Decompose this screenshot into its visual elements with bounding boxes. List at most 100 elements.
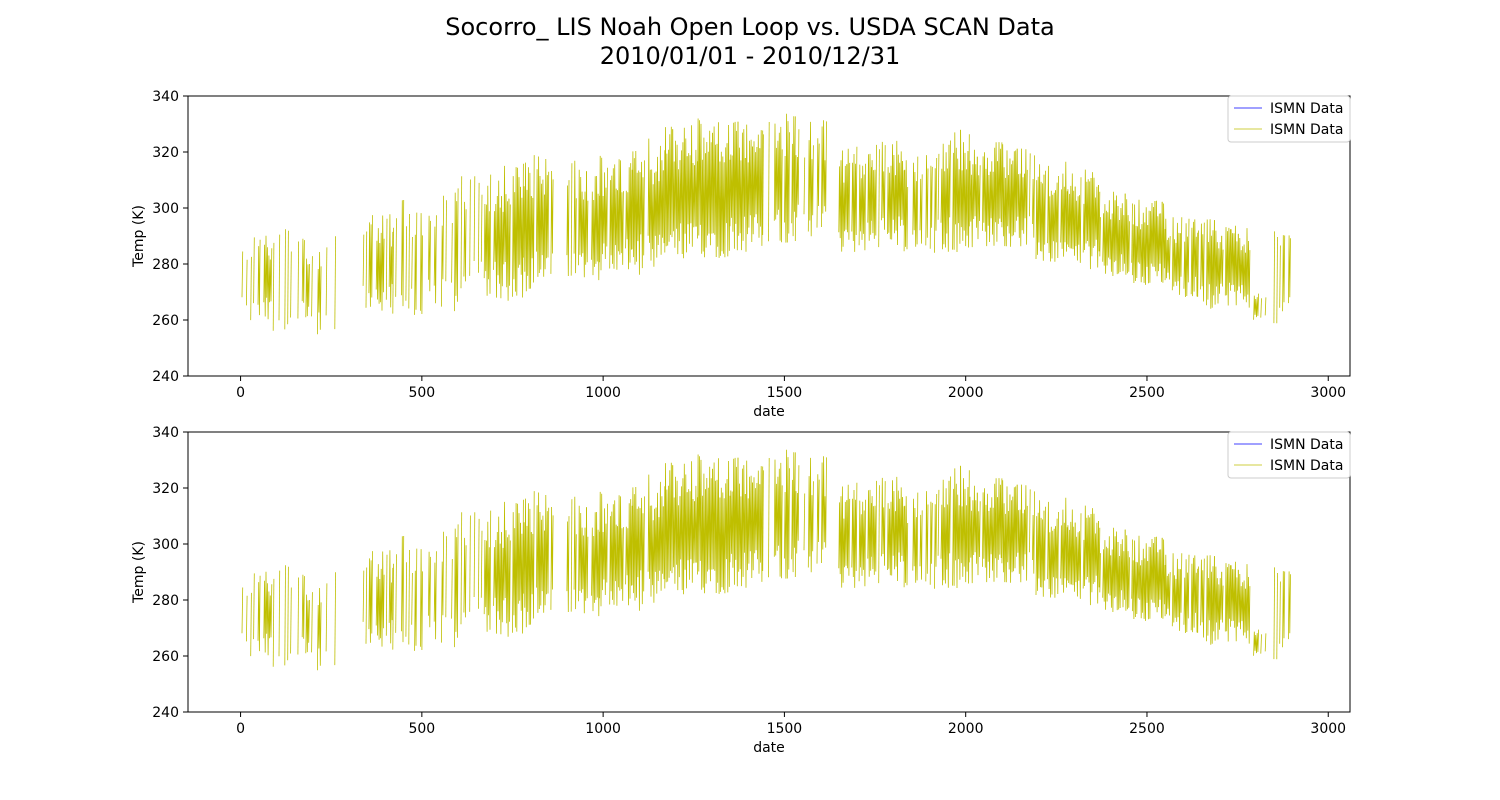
observed-series-segment (694, 149, 698, 227)
observed-series-segment (241, 587, 244, 634)
observed-series-segment (478, 182, 480, 273)
observed-series-segment (263, 571, 273, 656)
observed-series-segment (791, 116, 796, 237)
observed-series-segment (694, 485, 698, 563)
x-tick-label: 0 (236, 385, 245, 401)
observed-series-segment (325, 247, 328, 316)
observed-series-segment (408, 213, 410, 309)
observed-series-segment (705, 130, 713, 248)
observed-series-segment (1237, 233, 1246, 300)
y-tick-label: 260 (152, 313, 179, 329)
observed-series-segment (937, 153, 940, 220)
observed-series-segment (960, 465, 969, 583)
observed-series-segment (428, 215, 431, 292)
observed-series-segment (1288, 235, 1291, 304)
observed-series-segment (428, 551, 431, 628)
observed-series-segment (483, 510, 492, 632)
observed-series-segment (773, 459, 783, 579)
observed-series-segment (536, 156, 545, 277)
observed-series-segment (686, 461, 695, 583)
observed-series-segment (821, 120, 827, 228)
observed-series-segment (544, 494, 550, 606)
observed-series-segment (609, 500, 618, 606)
observed-series-segment (1131, 539, 1133, 599)
observed-series-segment (647, 474, 657, 603)
observed-series-segment (672, 129, 681, 255)
observed-series-segment (1099, 553, 1101, 593)
observed-series-segment (967, 470, 970, 584)
x-tick-label: 1000 (585, 385, 621, 401)
observed-series-segment (887, 480, 896, 576)
observed-series-segment (508, 198, 511, 286)
observed-series-segment (1047, 165, 1056, 262)
observed-series-segment (948, 140, 951, 218)
observed-series-segment (1066, 173, 1076, 256)
observed-series-segment (301, 238, 305, 303)
observed-series-segment (1214, 220, 1223, 305)
observed-series-segment (1253, 293, 1259, 320)
observed-series-segment (903, 496, 909, 588)
observed-series-segment (420, 549, 423, 651)
observed-series-segment (1183, 554, 1190, 634)
y-tick-label: 340 (152, 89, 179, 105)
observed-series-segment (508, 534, 511, 622)
observed-series-segment (1032, 491, 1035, 574)
observed-series-segment (1273, 231, 1275, 324)
x-tick-label: 2000 (948, 385, 984, 401)
observed-series-segment (664, 462, 674, 589)
observed-series-segment (1016, 484, 1025, 583)
observed-series-segment (586, 507, 589, 599)
observed-series-segment (647, 138, 657, 267)
subplot-top: 0 500 1000 1500 2000 2500 3000 240 260 280 300 320… (131, 89, 1351, 420)
observed-series-segment (878, 149, 880, 248)
subplot-bottom-frame (187, 431, 1351, 713)
x-tick-label: 500 (408, 721, 435, 737)
observed-series-segment (445, 200, 447, 282)
observed-series-segment (1171, 217, 1181, 295)
observed-series-segment (1221, 571, 1224, 623)
observed-series-segment (686, 125, 695, 247)
observed-series-segment (257, 239, 261, 316)
observed-series-segment (1279, 245, 1281, 308)
subplot-bottom-series (241, 449, 1291, 671)
subplot-bottom-ylabel: Temp (K) (131, 541, 147, 604)
observed-series-segment (385, 218, 388, 300)
observed-series-segment (794, 129, 800, 242)
observed-series-segment (1035, 500, 1045, 597)
observed-series-segment (697, 454, 706, 594)
observed-series-segment (639, 496, 645, 605)
observed-series-segment (1082, 169, 1092, 270)
observed-series-segment (803, 493, 806, 551)
observed-series-segment (368, 215, 373, 307)
observed-series-segment (1024, 149, 1028, 245)
observed-series-segment (1190, 219, 1199, 297)
observed-series-segment (1047, 501, 1056, 598)
observed-series-segment (919, 174, 923, 244)
observed-series-segment (726, 460, 731, 593)
x-tick-label: 3000 (1310, 721, 1346, 737)
y-tick-label: 300 (152, 201, 179, 217)
observed-series-segment (1024, 485, 1028, 581)
observed-series-segment (929, 501, 933, 585)
observed-series-segment (982, 152, 991, 247)
observed-series-segment (960, 129, 969, 247)
observed-series-segment (411, 572, 413, 625)
observed-series-segment (1260, 634, 1262, 654)
observed-series-segment (976, 156, 981, 240)
observed-series-segment (816, 138, 820, 228)
observed-series-segment (773, 123, 783, 243)
observed-series-segment (1074, 513, 1082, 599)
observed-series-segment (1098, 184, 1101, 252)
y-tick-label: 340 (152, 425, 179, 441)
observed-series-segment (1147, 200, 1156, 284)
observed-series-segment (912, 492, 919, 583)
chart-title-line2: 2010/01/01 - 2010/12/31 (600, 42, 901, 70)
observed-series-segment (493, 516, 502, 635)
observed-series-segment (520, 163, 524, 298)
observed-series-segment (816, 474, 820, 564)
observed-series-segment (544, 158, 550, 270)
observed-series-segment (408, 549, 410, 645)
observed-series-segment (599, 491, 608, 607)
observed-series-segment (578, 505, 587, 614)
observed-series-segment (803, 157, 806, 215)
